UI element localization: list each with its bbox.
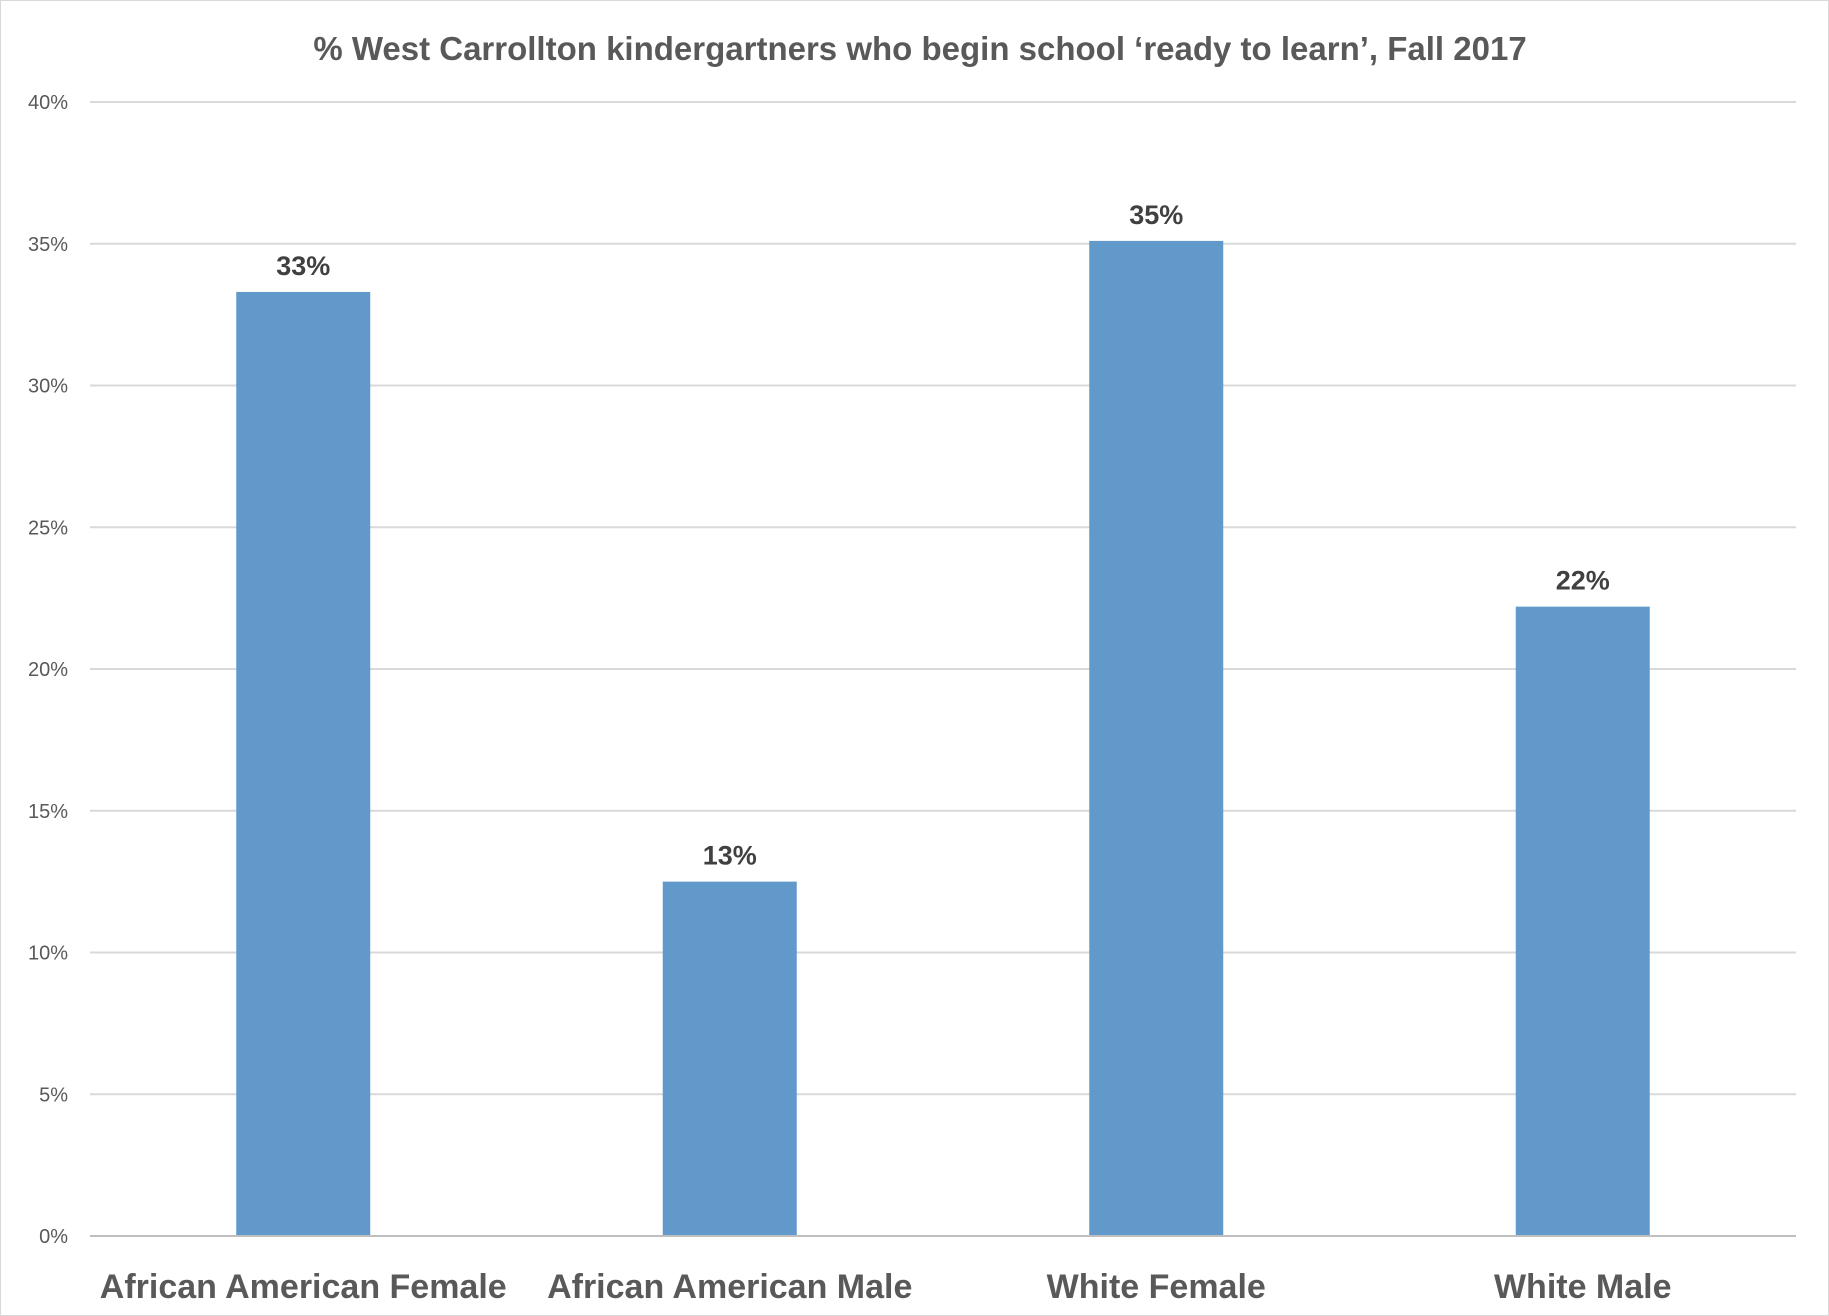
y-axis-tick-labels: 0% 5% 10% 15% 20% 25% 30% 35% 40%	[28, 92, 68, 1248]
y-tick-label: 30%	[28, 376, 68, 398]
y-tick-label: 5%	[39, 1084, 68, 1106]
category-label: White Male	[1494, 1268, 1672, 1306]
category-label: African American Female	[100, 1268, 507, 1306]
bars	[236, 240, 1650, 1237]
data-label: 22%	[1556, 566, 1610, 596]
data-label: 33%	[276, 251, 330, 281]
data-label: 13%	[703, 841, 757, 871]
chart-title: % West Carrollton kindergartners who beg…	[313, 30, 1526, 67]
bar	[236, 291, 371, 1236]
data-label: 35%	[1129, 200, 1183, 230]
y-tick-label: 35%	[28, 234, 68, 256]
bar	[1089, 240, 1224, 1237]
y-tick-label: 25%	[28, 517, 68, 539]
category-label: African American Male	[547, 1268, 912, 1306]
y-tick-label: 20%	[28, 659, 68, 681]
data-labels: 33% 13% 35% 22%	[276, 200, 1610, 871]
category-label: White Female	[1047, 1268, 1266, 1306]
y-tick-label: 0%	[39, 1226, 68, 1248]
y-tick-label: 10%	[28, 943, 68, 965]
bar	[1515, 606, 1650, 1236]
category-labels: African American Female African American …	[100, 1268, 1672, 1306]
y-tick-label: 40%	[28, 92, 68, 114]
gridlines	[90, 101, 1796, 1096]
bar	[662, 881, 797, 1236]
y-tick-label: 15%	[28, 801, 68, 823]
